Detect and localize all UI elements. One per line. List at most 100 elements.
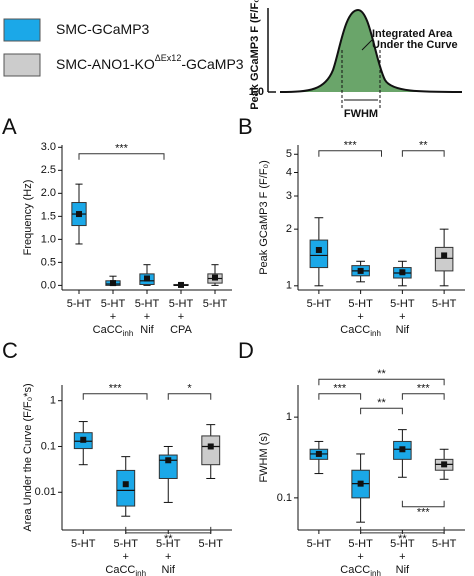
x-tick-text: CaCC bbox=[105, 564, 135, 576]
legend-swatch bbox=[3, 18, 41, 42]
x-tick-label: + bbox=[110, 311, 116, 323]
legend-text: SMC-ANO1-KO bbox=[56, 56, 155, 72]
y-tick-label: 0.1 bbox=[41, 440, 56, 452]
x-tick-text: 5-HT bbox=[432, 298, 457, 310]
y-axis-title: Area Under the Curve (F/F₀*s) bbox=[22, 383, 34, 531]
x-tick-text: + bbox=[399, 551, 405, 563]
sig-bracket bbox=[318, 393, 362, 400]
x-tick-label: Nif bbox=[396, 564, 410, 576]
sig-label: *** bbox=[344, 140, 358, 152]
sig-bracket bbox=[167, 393, 212, 400]
x-tick-text: 5-HT bbox=[203, 298, 228, 310]
panel-letter: A bbox=[2, 114, 17, 139]
x-tick-text: 5-HT bbox=[348, 298, 373, 310]
y-tick-label: 0.01 bbox=[35, 486, 56, 498]
y-tick-label: 0.1 bbox=[277, 492, 292, 504]
y-axis-title: Peak GCaMP3 F (F/F₀) bbox=[258, 160, 270, 275]
x-tick-label: CaCCinh bbox=[105, 564, 146, 576]
sig-bracket bbox=[360, 526, 445, 534]
x-tick-text: 5-HT bbox=[348, 538, 373, 550]
y-tick-label: 0.5 bbox=[41, 256, 56, 268]
x-tick-label: Nif bbox=[140, 324, 154, 336]
y-tick-label: 0.0 bbox=[41, 279, 56, 291]
x-tick-label: + bbox=[357, 311, 363, 323]
x-tick-text: + bbox=[399, 311, 405, 323]
mean bbox=[76, 211, 82, 218]
fwhm-label: FWHM bbox=[344, 108, 378, 120]
x-tick-text: Nif bbox=[162, 564, 176, 576]
schematic-ylabel: Peak GCaMP3 F (F/F₀) bbox=[249, 0, 261, 110]
x-tick-text: + bbox=[110, 311, 116, 323]
x-tick-text: 5-HT bbox=[390, 538, 415, 550]
mean bbox=[315, 246, 322, 253]
x-tick-label: + bbox=[123, 551, 129, 563]
mean bbox=[357, 267, 364, 274]
x-tick-text: CPA bbox=[170, 324, 192, 336]
y-tick-label: 3.0 bbox=[41, 141, 56, 153]
x-tick-label: 5-HT bbox=[307, 298, 332, 310]
area-label: Integrated Area bbox=[372, 28, 453, 40]
x-tick-label: CaCCinh bbox=[93, 324, 134, 338]
x-tick-sub: inh bbox=[135, 569, 146, 576]
area-arrow bbox=[361, 39, 373, 51]
x-tick-label: 5-HT bbox=[114, 538, 139, 550]
x-tick-label: 5-HT bbox=[348, 538, 373, 550]
x-tick-label: CaCCinh bbox=[340, 324, 381, 338]
x-tick-text: + bbox=[357, 311, 363, 323]
x-tick-text: 5-HT bbox=[307, 538, 332, 550]
x-tick-label: 5-HT bbox=[101, 298, 126, 310]
mean bbox=[441, 252, 448, 259]
x-tick-sub: inh bbox=[370, 329, 381, 338]
legend-text: SMC-GCaMP3 bbox=[56, 21, 150, 37]
x-tick-text: 5-HT bbox=[307, 298, 332, 310]
x-tick-label: 5-HT bbox=[169, 298, 194, 310]
x-tick-text: + bbox=[144, 311, 150, 323]
sig-label: ** bbox=[419, 140, 428, 152]
mean bbox=[357, 480, 364, 487]
sig-bracket bbox=[318, 378, 445, 386]
x-tick-text: 5-HT bbox=[71, 538, 96, 550]
x-tick-text: 5-HT bbox=[101, 298, 126, 310]
curve-area bbox=[280, 10, 462, 92]
x-tick-text: CaCC bbox=[93, 324, 123, 336]
sig-bracket bbox=[82, 393, 148, 400]
x-tick-label: + bbox=[178, 311, 184, 323]
x-tick-text: + bbox=[178, 311, 184, 323]
x-tick-label: 5-HT bbox=[203, 298, 228, 310]
schematic-ytick: 1.0 bbox=[249, 86, 264, 98]
x-tick-label: 5-HT bbox=[432, 538, 457, 550]
legend-rest: -GCaMP3 bbox=[181, 56, 243, 72]
sig-label: *** bbox=[417, 383, 431, 395]
x-tick-text: Nif bbox=[140, 324, 154, 336]
x-tick-text: 5-HT bbox=[169, 298, 194, 310]
x-tick-label: Nif bbox=[396, 324, 410, 336]
mean bbox=[399, 446, 406, 453]
y-axis-title: Frequency (Hz) bbox=[22, 180, 34, 256]
y-tick-label: 2.5 bbox=[41, 164, 56, 176]
x-tick-label: 5-HT bbox=[67, 298, 92, 310]
x-tick-sub: inh bbox=[123, 329, 134, 338]
x-tick-label: 5-HT bbox=[199, 538, 224, 550]
x-tick-label: Nif bbox=[162, 564, 176, 576]
x-tick-text: + bbox=[165, 551, 171, 563]
y-tick-label: 3 bbox=[286, 190, 292, 202]
sig-bracket bbox=[360, 407, 403, 415]
mean bbox=[212, 274, 218, 281]
sig-bracket bbox=[78, 153, 165, 160]
sig-label: *** bbox=[417, 507, 431, 519]
x-tick-label: + bbox=[399, 551, 405, 563]
x-tick-label: 5-HT bbox=[71, 538, 96, 550]
x-tick-label: 5-HT bbox=[348, 298, 373, 310]
y-tick-label: 1 bbox=[286, 280, 292, 292]
panel-letter: B bbox=[238, 114, 253, 139]
box bbox=[116, 469, 136, 507]
mean bbox=[178, 281, 184, 288]
x-tick-text: 5-HT bbox=[156, 538, 181, 550]
x-tick-text: Nif bbox=[396, 324, 410, 336]
sig-label: *** bbox=[333, 383, 347, 395]
mean bbox=[165, 457, 172, 464]
sig-bracket bbox=[401, 393, 445, 400]
x-tick-label: 5-HT bbox=[135, 298, 160, 310]
sig-label: *** bbox=[115, 143, 129, 155]
